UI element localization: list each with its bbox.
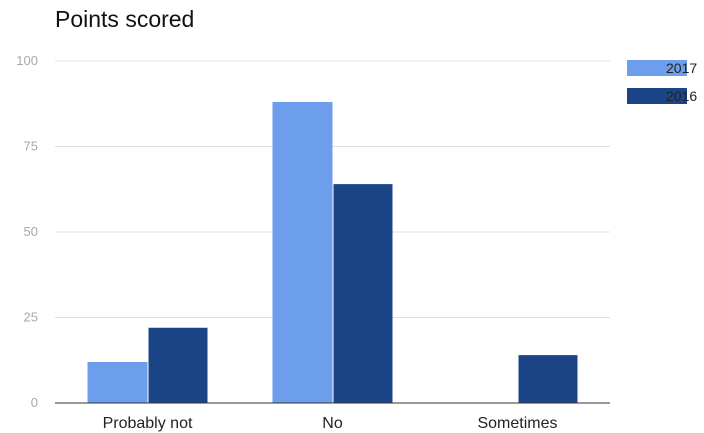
x-tick-label: No — [322, 415, 343, 432]
y-tick-label: 25 — [24, 310, 38, 325]
y-tick-label: 75 — [24, 139, 38, 154]
legend: 2017 2016 — [627, 60, 697, 104]
y-tick-label: 0 — [31, 395, 38, 410]
legend-swatch-2017 — [627, 60, 687, 76]
legend-label-2017: 2017 — [666, 60, 697, 76]
legend-swatch-2016 — [627, 88, 687, 104]
bar-2016-no — [333, 184, 393, 403]
bar-2016-sometimes — [518, 355, 578, 403]
x-tick-label: Sometimes — [477, 415, 557, 432]
bar-2017-probably-not — [87, 361, 148, 403]
chart-title: Points scored — [55, 6, 194, 32]
bars — [87, 102, 578, 403]
y-axis-ticks: 0 25 50 75 100 — [16, 53, 38, 410]
bar-2016-probably-not — [148, 327, 208, 403]
x-axis-ticks: Probably not No Sometimes — [103, 415, 558, 432]
bar-2017-no — [272, 102, 333, 403]
y-tick-label: 50 — [24, 224, 38, 239]
legend-label-2016: 2016 — [666, 88, 697, 104]
x-tick-label: Probably not — [103, 415, 193, 432]
y-tick-label: 100 — [16, 53, 38, 68]
